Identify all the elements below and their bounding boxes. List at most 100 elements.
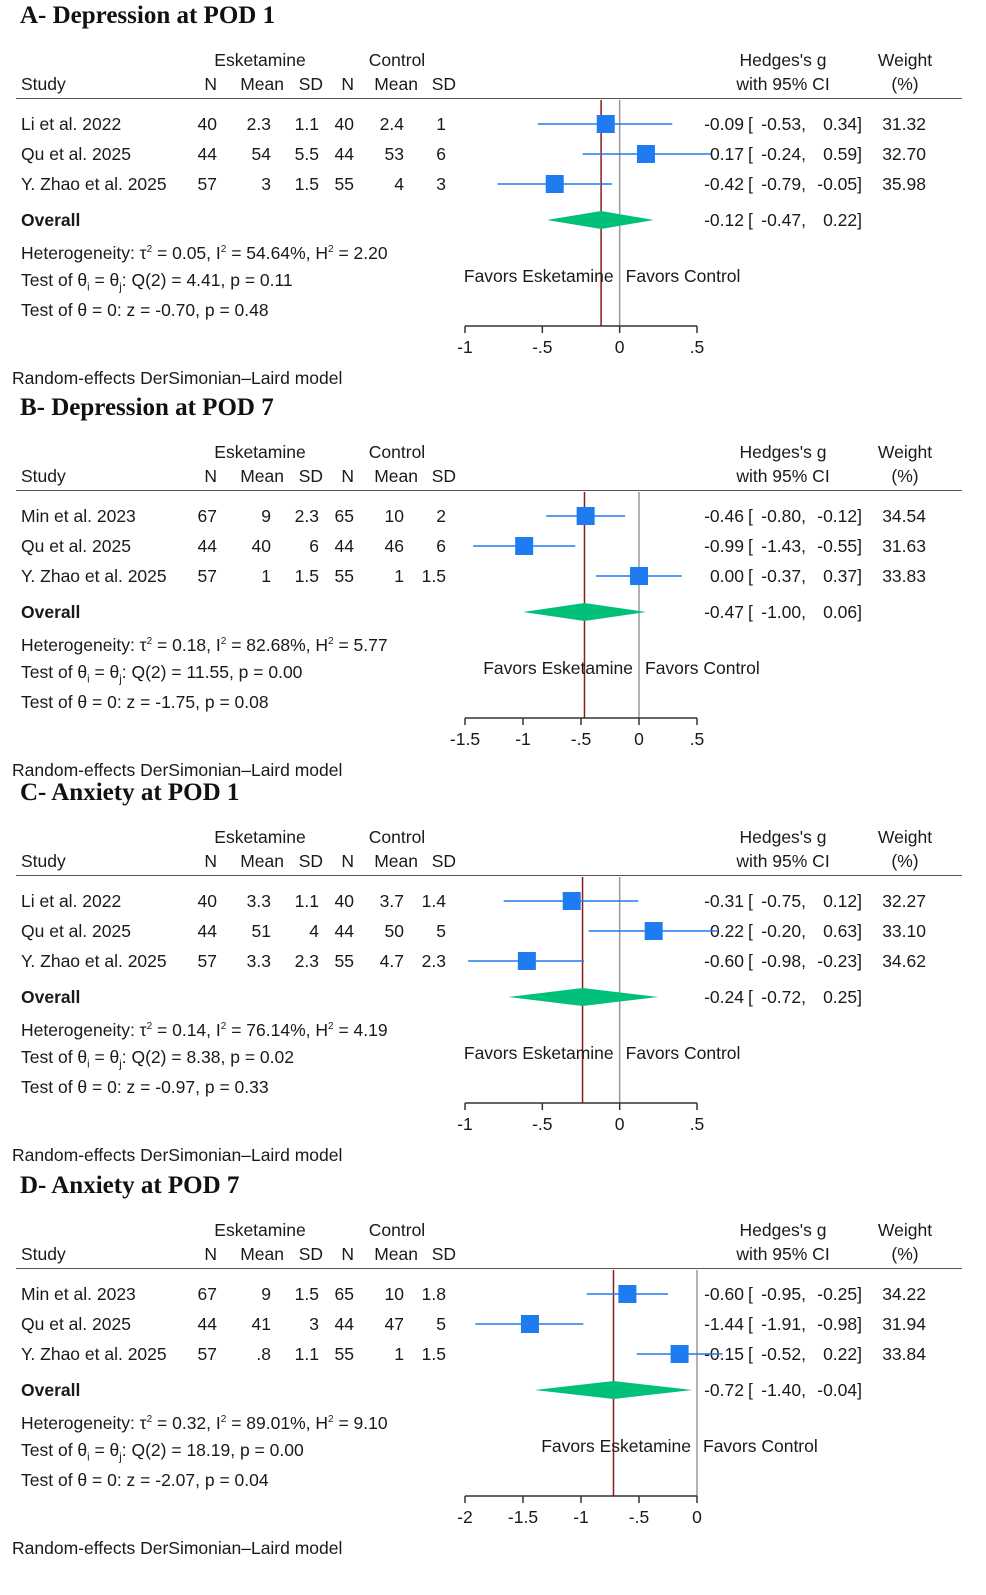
q-p-value: 0.11: [259, 270, 293, 290]
overall-estimate: -0.12: [704, 210, 744, 230]
esketamine-sd: 1.5: [294, 174, 319, 194]
header-esketamine: Esketamine: [214, 442, 306, 462]
ci-upper: -0.55]: [817, 536, 862, 556]
esketamine-sd: 1.1: [294, 891, 319, 911]
esketamine-n: 44: [197, 1314, 217, 1334]
control-n: 44: [334, 144, 354, 164]
favors-esketamine-label: Favors Esketamine: [483, 658, 633, 678]
header-effect-ci: with 95% CI: [736, 74, 830, 94]
header-rule: [16, 490, 962, 491]
ci-lower: -0.52,: [761, 1344, 806, 1364]
model-note: Random-effects DerSimonian–Laird model: [12, 1538, 343, 1558]
favors-esketamine-label: Favors Esketamine: [464, 266, 614, 286]
i-squared: 89.01%: [246, 1412, 306, 1433]
ci-upper: 0.63]: [823, 921, 862, 941]
esketamine-mean: 2.3: [246, 114, 271, 134]
study-effect-square: [515, 537, 534, 555]
header-e-n: N: [204, 851, 217, 871]
esketamine-sd: 1.1: [294, 114, 319, 134]
study-weight: 32.70: [882, 144, 926, 164]
header-study: Study: [21, 74, 66, 94]
ci-bracket: [: [748, 987, 753, 1007]
study-name: Qu et al. 2025: [21, 1314, 131, 1334]
ci-upper: -0.12]: [817, 506, 862, 526]
panel-title: C- Anxiety at POD 1: [20, 779, 240, 806]
ci-lower: -0.24,: [761, 144, 806, 164]
superscript: 2: [220, 636, 227, 647]
q-df: 2: [150, 1047, 161, 1067]
superscript: 2: [220, 1021, 227, 1032]
study-effect-square: [670, 1345, 689, 1363]
study-effect-square: [630, 567, 648, 585]
ci-bracket: [: [748, 1380, 753, 1400]
study-name: Y. Zhao et al. 2025: [21, 1344, 167, 1364]
model-note: Random-effects DerSimonian–Laird model: [12, 368, 343, 388]
control-sd: 1.5: [421, 566, 446, 586]
control-mean: 1: [394, 566, 404, 586]
model-note: Random-effects DerSimonian–Laird model: [12, 1145, 343, 1165]
esketamine-n: 67: [197, 506, 217, 526]
ci-upper: 0.59]: [823, 144, 862, 164]
h-squared: 4.19: [353, 1019, 388, 1040]
esketamine-sd: 5.5: [294, 144, 319, 164]
effect-estimate: -0.99: [704, 536, 744, 556]
x-axis-tick-label: -.5: [571, 729, 591, 749]
esketamine-mean: 3.3: [246, 891, 271, 911]
h-squared: 5.77: [353, 634, 388, 655]
overall-diamond: [523, 603, 646, 621]
header-effect: Hedges's g: [739, 1220, 827, 1240]
overall-label: Overall: [21, 987, 81, 1007]
esketamine-mean: 41: [251, 1314, 271, 1334]
header-esketamine: Esketamine: [214, 827, 306, 847]
study-effect-square: [644, 922, 663, 940]
control-n: 55: [334, 566, 354, 586]
header-weight-unit: (%): [891, 466, 919, 486]
effect-estimate: -0.31: [704, 891, 744, 911]
overall-estimate: -0.72: [704, 1380, 744, 1400]
control-mean: 1: [394, 1344, 404, 1364]
ci-upper: 0.12]: [823, 891, 862, 911]
superscript: 2: [328, 1021, 334, 1032]
study-weight: 31.63: [882, 536, 926, 556]
study-name: Li et al. 2022: [21, 114, 122, 134]
ci-bracket: [: [748, 951, 753, 971]
ci-bracket: [: [748, 891, 753, 911]
esketamine-sd: 2.3: [294, 506, 319, 526]
z-p-value: 0.04: [234, 1470, 269, 1490]
ci-upper: 0.22]: [823, 1344, 862, 1364]
superscript: 2: [146, 1414, 153, 1425]
overall-diamond: [546, 211, 654, 229]
overall-diamond: [534, 1381, 693, 1399]
header-c-mean: Mean: [374, 1244, 418, 1264]
z-statistic: -0.70: [155, 300, 196, 320]
ci-lower: -0.79,: [761, 174, 806, 194]
esketamine-sd: 1.1: [294, 1344, 319, 1364]
overall-label: Overall: [21, 1380, 81, 1400]
control-n: 40: [334, 891, 354, 911]
overall-label: Overall: [21, 602, 81, 622]
q-statistic: 8.38: [186, 1047, 221, 1067]
q-df: 2: [150, 662, 161, 682]
esketamine-n: 67: [197, 1284, 217, 1304]
ci-bracket: [: [748, 566, 753, 586]
control-mean: 47: [384, 1314, 404, 1334]
study-effect-square: [562, 892, 581, 910]
header-weight-unit: (%): [891, 74, 919, 94]
ci-upper: -0.25]: [817, 1284, 862, 1304]
header-rule: [16, 875, 962, 876]
esketamine-mean: .8: [256, 1344, 271, 1364]
model-note: Random-effects DerSimonian–Laird model: [12, 760, 343, 780]
esketamine-mean: 1: [261, 566, 271, 586]
header-control: Control: [368, 50, 426, 70]
header-study: Study: [21, 851, 66, 871]
esketamine-n: 44: [197, 144, 217, 164]
i-squared: 54.64%: [246, 242, 306, 263]
overall-effect-test: Test of θ = 0: z = -0.70, p = 0.48: [21, 300, 269, 320]
overall-ci-upper: 0.25]: [823, 987, 862, 1007]
superscript: 2: [220, 244, 227, 255]
overall-effect-test: Test of θ = 0: z = -0.97, p = 0.33: [21, 1077, 269, 1097]
control-sd: 2.3: [421, 951, 446, 971]
forest-plot-area: Favors Esketamine Favors Control -2 -1.5 -1 -…: [457, 1270, 818, 1527]
favors-control-label: Favors Control: [645, 658, 760, 678]
forest-plot-area: Favors Esketamine Favors Control -1 -.5 0 .5: [457, 100, 740, 357]
